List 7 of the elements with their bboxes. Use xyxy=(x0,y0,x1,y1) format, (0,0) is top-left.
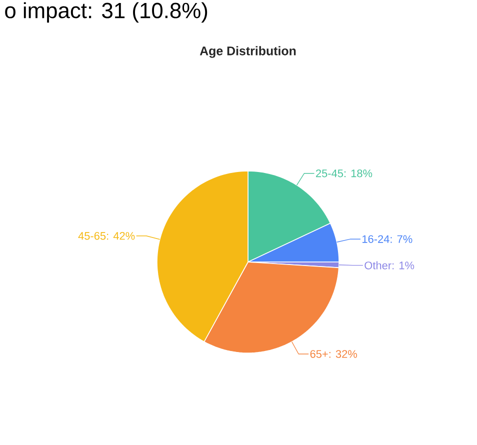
chart-title: Age Distribution xyxy=(200,46,296,58)
text: o impact: 31 (10.8%) xyxy=(5,2,208,23)
slice-label: 25-45: 18% xyxy=(316,169,372,178)
slice-label: 65+: 32% xyxy=(310,350,357,358)
slice-label: Other: 1% xyxy=(364,261,414,270)
slice-label: 45-65: 42% xyxy=(78,232,135,240)
slice-label: 16-24: 7% xyxy=(362,235,412,243)
